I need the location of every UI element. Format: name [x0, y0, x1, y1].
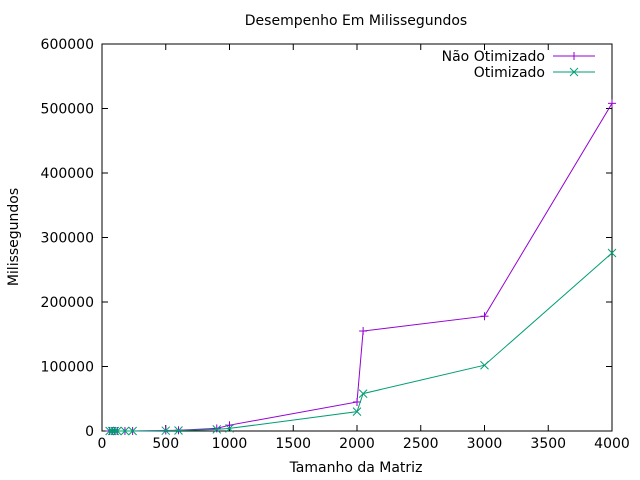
legend-entry-nao-otimizado: Não Otimizado [442, 49, 595, 65]
x-tick-label: 2500 [403, 436, 439, 452]
x-tick-label: 3500 [530, 436, 566, 452]
y-axis-label: Milissegundos [6, 188, 22, 286]
legend-marker-glyph-otimizado [569, 67, 579, 77]
x-axis-ticks: 0 500 1000 1500 2000 2500 3000 3500 4000 [98, 44, 630, 452]
y-tick-label: 500000 [41, 102, 94, 118]
series-group [105, 99, 617, 436]
data-point-nao-otimizado [359, 327, 368, 336]
data-point-otimizado [128, 426, 137, 436]
data-point-nao-otimizado [353, 397, 361, 406]
y-tick-label: 300000 [41, 231, 94, 247]
y-tick-label: 100000 [41, 360, 94, 376]
data-point-otimizado [607, 248, 617, 258]
data-point-otimizado [358, 389, 368, 398]
x-tick-label: 0 [98, 436, 107, 452]
data-point-nao-otimizado [480, 312, 489, 321]
data-point-otimizado [174, 426, 183, 435]
x-tick-label: 4000 [594, 436, 630, 452]
x-tick-label: 3000 [467, 436, 503, 452]
legend-entry-otimizado: Otimizado [474, 65, 595, 81]
data-point-otimizado [480, 360, 489, 370]
y-axis-ticks: 0 100000 200000 300000 400000 500000 600000 [41, 37, 612, 440]
legend-label-otimizado: Otimizado [474, 65, 545, 81]
chart-title: Desempenho Em Milissegundos [245, 13, 467, 29]
plot-area-border [101, 43, 613, 432]
data-point-otimizado [352, 407, 362, 417]
data-point-otimizado [120, 426, 130, 436]
legend-marker-glyph-nao-otimizado [570, 52, 578, 60]
data-point-otimizado [161, 426, 171, 436]
y-tick-label: 200000 [41, 295, 94, 311]
legend-marker-nao-otimizado [570, 52, 578, 60]
x-tick-label: 2000 [339, 436, 375, 452]
data-point-otimizado [212, 425, 222, 434]
data-point-otimizado [110, 426, 120, 436]
data-point-otimizado [225, 424, 234, 433]
data-point-nao-otimizado [212, 424, 221, 433]
data-point-otimizado [112, 426, 122, 436]
y-tick-label: 600000 [41, 37, 94, 53]
x-tick-label: 1500 [275, 436, 311, 452]
data-point-nao-otimizado [608, 99, 616, 108]
y-tick-label: 0 [85, 424, 94, 440]
series-line-nao-otimizado [109, 103, 613, 432]
series-line-otimizado [109, 252, 613, 432]
legend-marker-otimizado [569, 67, 579, 77]
x-tick-label: 1000 [212, 436, 248, 452]
y-tick-label: 400000 [41, 166, 94, 182]
legend-label-nao-otimizado: Não Otimizado [442, 49, 545, 65]
x-tick-label: 500 [152, 436, 179, 452]
legend: Não Otimizado Otimizado [442, 49, 595, 81]
x-axis-label: Tamanho da Matriz [289, 460, 423, 476]
